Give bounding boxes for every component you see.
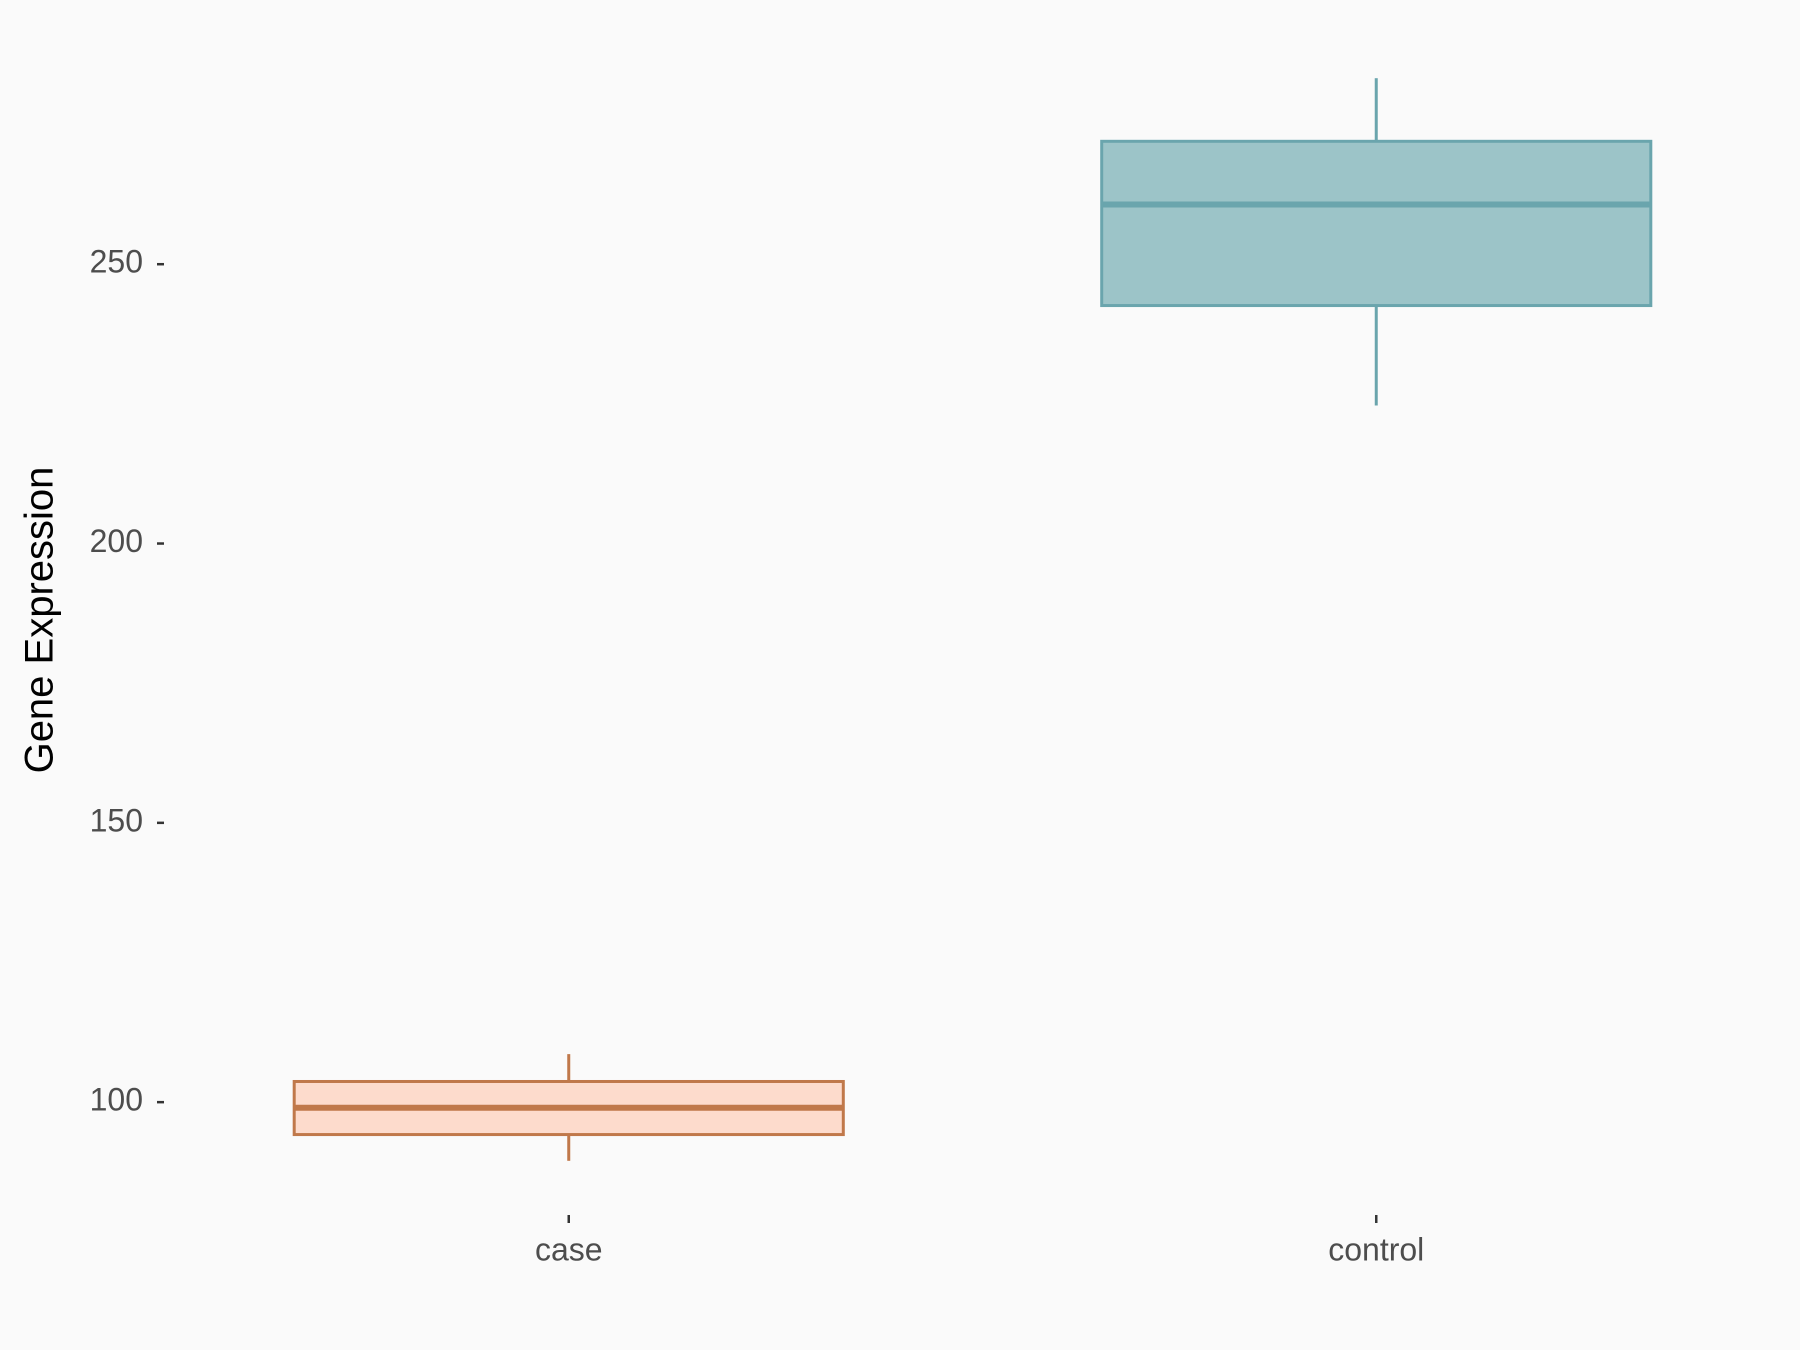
y-tick-label: 150 [90, 802, 143, 838]
y-axis-title: Gene Expression [18, 467, 62, 774]
box [1100, 139, 1653, 308]
x-tick-label: control [1328, 1231, 1424, 1267]
y-tick-label: 200 [90, 523, 143, 559]
x-tick-label: case [535, 1231, 603, 1267]
y-tick-label: 250 [90, 244, 143, 280]
y-tick-label: 100 [90, 1082, 143, 1118]
